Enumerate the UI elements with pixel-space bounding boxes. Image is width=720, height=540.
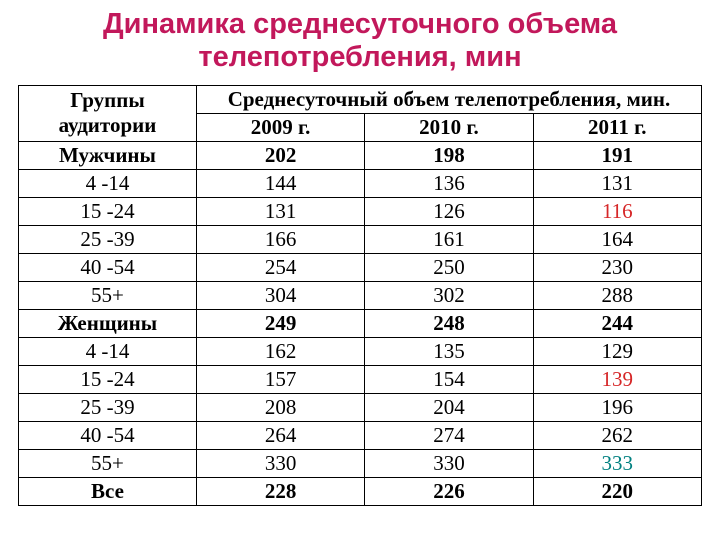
cell-value: 228	[196, 477, 364, 505]
year-2011: 2011 г.	[533, 113, 701, 141]
cell-value: 144	[196, 169, 364, 197]
table-row: Все228226220	[19, 477, 702, 505]
row-label: 4 -14	[19, 169, 197, 197]
cell-value: 254	[196, 253, 364, 281]
row-label: 25 -39	[19, 393, 197, 421]
table-row: 4 -14162135129	[19, 337, 702, 365]
table-row: 4 -14144136131	[19, 169, 702, 197]
row-label: 15 -24	[19, 365, 197, 393]
cell-value: 164	[533, 225, 701, 253]
header-groups: Группы аудитории	[19, 85, 197, 141]
table-row: Женщины249248244	[19, 309, 702, 337]
year-2009: 2009 г.	[196, 113, 364, 141]
slide: Динамика среднесуточного объема телепотр…	[0, 0, 720, 514]
cell-value: 191	[533, 141, 701, 169]
table-row: 55+330330333	[19, 449, 702, 477]
row-label: 40 -54	[19, 421, 197, 449]
slide-title: Динамика среднесуточного объема телепотр…	[18, 8, 702, 75]
cell-value: 304	[196, 281, 364, 309]
table-header-row: Группы аудитории Среднесуточный объем те…	[19, 85, 702, 113]
cell-value: 202	[196, 141, 364, 169]
cell-value: 139	[533, 365, 701, 393]
row-label: 15 -24	[19, 197, 197, 225]
cell-value: 131	[533, 169, 701, 197]
cell-value: 249	[196, 309, 364, 337]
row-label: 55+	[19, 449, 197, 477]
header-metric: Среднесуточный объем телепотребления, ми…	[196, 85, 701, 113]
cell-value: 166	[196, 225, 364, 253]
cell-value: 198	[365, 141, 533, 169]
table-row: Мужчины202198191	[19, 141, 702, 169]
table-row: 25 -39208204196	[19, 393, 702, 421]
cell-value: 226	[365, 477, 533, 505]
cell-value: 220	[533, 477, 701, 505]
row-label: Женщины	[19, 309, 197, 337]
cell-value: 204	[365, 393, 533, 421]
cell-value: 161	[365, 225, 533, 253]
cell-value: 230	[533, 253, 701, 281]
table-row: 40 -54264274262	[19, 421, 702, 449]
table-row: 40 -54254250230	[19, 253, 702, 281]
cell-value: 136	[365, 169, 533, 197]
cell-value: 250	[365, 253, 533, 281]
cell-value: 162	[196, 337, 364, 365]
year-2010: 2010 г.	[365, 113, 533, 141]
cell-value: 196	[533, 393, 701, 421]
row-label: Все	[19, 477, 197, 505]
row-label: 55+	[19, 281, 197, 309]
cell-value: 262	[533, 421, 701, 449]
row-label: 25 -39	[19, 225, 197, 253]
cell-value: 154	[365, 365, 533, 393]
data-table: Группы аудитории Среднесуточный объем те…	[18, 85, 702, 506]
cell-value: 302	[365, 281, 533, 309]
cell-value: 288	[533, 281, 701, 309]
table-row: 15 -24131126116	[19, 197, 702, 225]
cell-value: 116	[533, 197, 701, 225]
cell-value: 126	[365, 197, 533, 225]
table-row: 25 -39166161164	[19, 225, 702, 253]
cell-value: 264	[196, 421, 364, 449]
cell-value: 131	[196, 197, 364, 225]
row-label: Мужчины	[19, 141, 197, 169]
cell-value: 244	[533, 309, 701, 337]
cell-value: 208	[196, 393, 364, 421]
cell-value: 330	[196, 449, 364, 477]
cell-value: 157	[196, 365, 364, 393]
row-label: 4 -14	[19, 337, 197, 365]
cell-value: 135	[365, 337, 533, 365]
table-row: 15 -24157154139	[19, 365, 702, 393]
cell-value: 330	[365, 449, 533, 477]
cell-value: 274	[365, 421, 533, 449]
table-row: 55+304302288	[19, 281, 702, 309]
cell-value: 333	[533, 449, 701, 477]
cell-value: 248	[365, 309, 533, 337]
cell-value: 129	[533, 337, 701, 365]
row-label: 40 -54	[19, 253, 197, 281]
